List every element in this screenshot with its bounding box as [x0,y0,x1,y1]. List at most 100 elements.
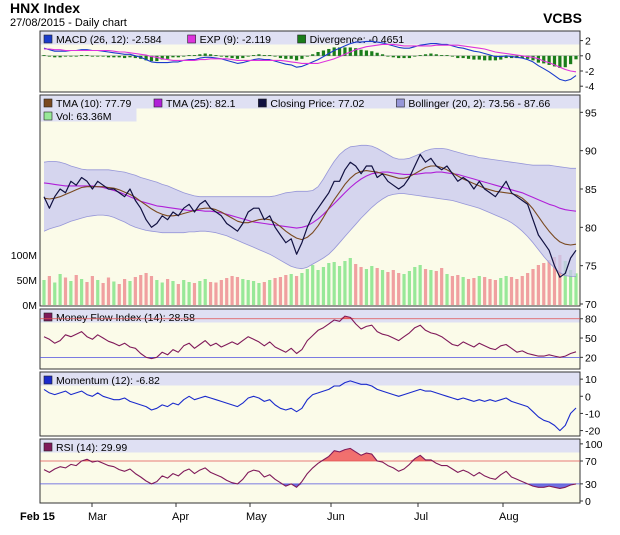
divergence-bar [359,49,363,56]
bollinger-upper-line [43,144,576,198]
volume-bar [359,267,363,305]
price-legend-swatch-1 [153,98,163,108]
divergence-bar [456,55,460,59]
volume-bar [311,265,315,305]
macd-tick-label-1: 0 [585,51,591,63]
divergence-bar [176,55,180,58]
volume-bar [133,277,137,305]
mfi-line [43,315,577,360]
macd-legend-swatch-2 [297,34,306,44]
momentum-legend-bar [40,372,580,386]
price-tick-label-2: 85 [585,184,597,196]
volume-bar [364,269,369,305]
volume-tick-label-0: 100M [11,250,37,262]
macd-legend-swatch-1 [187,34,196,44]
volume-bar [262,282,266,305]
price-legend-swatch-2 [258,98,267,108]
divergence-bar [171,55,175,58]
divergence-bar [96,55,100,57]
volume-tick-label-2: 0M [22,300,37,312]
volume-bar [413,267,417,305]
volume-bar [354,264,358,305]
volume-bar [466,279,471,305]
volume-bar [80,279,84,305]
divergence-bar [58,55,62,58]
divergence-bar [563,55,567,68]
price-tick-label-0: 95 [585,107,597,119]
momentum-tick-label-0: 10 [585,374,597,386]
divergence-bar [311,54,315,56]
bollinger-band [44,145,576,277]
volume-bar [509,277,514,305]
divergence-bar [499,55,503,60]
divergence-bar [246,55,250,57]
divergence-bar [574,55,578,60]
volume-bar [434,271,438,305]
price-tick-label-5: 70 [585,299,597,311]
divergence-bar [305,55,309,57]
price-legend-label-vol: Vol: 63.36M [56,111,111,123]
macd-legend-label-1: EXP (9): -2.119 [200,34,272,46]
divergence-bar [445,55,449,56]
divergence-bar [133,55,137,59]
divergence-bar [569,55,573,65]
divergence-bar [450,55,455,57]
macd-tick-label-0: 2 [585,36,591,48]
divergence-bar [219,55,223,57]
volume-bar [235,277,240,305]
momentum-line [43,380,577,432]
volume-bar [112,281,116,305]
volume-bar [192,283,197,305]
macd-legend-swatch-0 [43,34,53,44]
volume-bar [429,270,433,305]
divergence-bar [493,55,497,61]
divergence-bar [117,55,121,58]
tma25-line [43,171,577,229]
volume-bar [85,282,89,305]
macd-tick-label-2: -2 [585,66,594,78]
volume-bar [246,280,250,305]
chart-subtitle: 27/08/2015 - Daily chart [10,17,127,29]
price-legend-label-2: Closing Price: 77.02 [270,98,364,110]
volume-bar [42,280,46,305]
volume-bar [69,281,73,305]
x-axis-label-3: May [246,511,267,523]
volume-bar [294,276,299,305]
volume-bar [386,272,390,305]
volume-bar [499,278,503,305]
divergence-bar [42,55,46,56]
volume-bar [515,279,519,305]
divergence-bar [526,55,530,59]
volume-bar [219,280,223,305]
volume-bar [176,284,180,305]
volume-tick-label-1: 50M [17,275,37,287]
volume-bar [332,262,336,305]
volume-bar [101,283,105,305]
volume-bar [230,276,234,305]
divergence-bar [440,55,444,56]
macd-legend-bar [40,31,580,45]
volume-bar [155,280,159,305]
divergence-bar [262,55,266,56]
x-axis-label-4: Jun [327,511,345,523]
volume-bar [477,276,481,305]
divergence-bar [160,55,164,60]
volume-bar [563,261,567,305]
volume-bar [558,255,562,305]
volume-bar [96,280,100,305]
divergence-bar [106,55,111,58]
volume-bar [305,269,309,305]
divergence-bar [90,55,94,57]
exp-line [44,43,577,73]
divergence-bar [123,55,127,59]
volume-bar [321,267,326,305]
divergence-bar [257,54,261,56]
divergence-bar [337,47,342,56]
volume-bar [165,279,170,305]
divergence-bar [182,55,186,57]
volume-bar [241,279,245,305]
rsi-line [43,447,577,489]
volume-bar [348,258,352,305]
divergence-bar [391,55,395,58]
divergence-bar [203,53,207,56]
